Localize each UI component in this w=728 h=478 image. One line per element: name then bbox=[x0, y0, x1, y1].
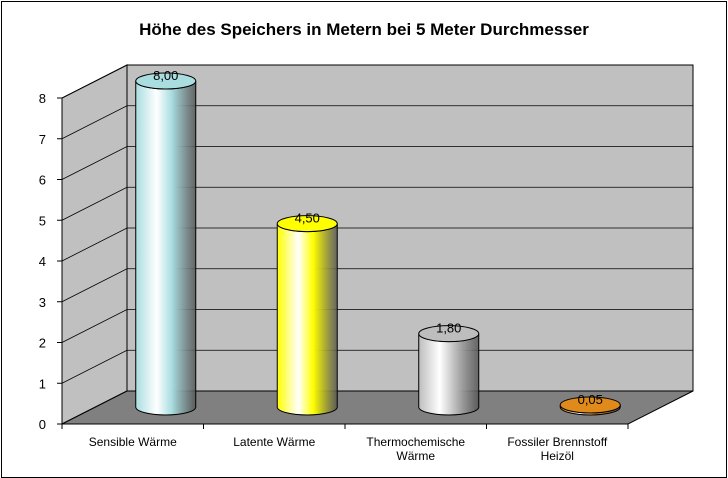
data-label: 4,50 bbox=[295, 211, 320, 226]
bar-top bbox=[418, 325, 480, 343]
data-label: 0,05 bbox=[578, 392, 603, 407]
y-tick-label: 3 bbox=[39, 295, 46, 310]
gridline bbox=[61, 349, 693, 384]
bar bbox=[418, 333, 480, 416]
data-label: 1,80 bbox=[436, 321, 461, 336]
gridline bbox=[61, 268, 693, 303]
bar-top bbox=[559, 396, 621, 414]
bar-top bbox=[276, 215, 338, 233]
gridline bbox=[61, 309, 693, 343]
y-tick-label: 0 bbox=[39, 417, 46, 432]
gridline bbox=[61, 186, 693, 221]
y-tick-label: 4 bbox=[39, 254, 46, 269]
x-category-label: Heizöl bbox=[541, 449, 574, 463]
x-category-label: Wärme bbox=[396, 449, 435, 463]
gridline bbox=[61, 64, 693, 99]
gridline bbox=[61, 227, 693, 262]
gridline bbox=[61, 146, 693, 180]
y-tick-label: 5 bbox=[39, 213, 46, 228]
bar bbox=[276, 223, 338, 416]
data-label: 8,00 bbox=[153, 68, 178, 83]
x-category-label: Fossiler Brennstoff bbox=[507, 435, 607, 449]
y-tick-label: 6 bbox=[39, 173, 46, 188]
y-tick-label: 1 bbox=[39, 376, 46, 391]
y-tick-label: 7 bbox=[39, 132, 46, 147]
x-category-label: Latente Wärme bbox=[233, 435, 315, 449]
bar bbox=[135, 80, 197, 416]
y-tick-label: 2 bbox=[39, 336, 46, 351]
gridline bbox=[61, 105, 693, 140]
x-category-label: Sensible Wärme bbox=[89, 435, 177, 449]
y-tick-label: 8 bbox=[39, 91, 46, 106]
chart-title: Höhe des Speichers in Metern bei 5 Meter… bbox=[139, 20, 589, 39]
bar-top bbox=[135, 72, 197, 90]
x-category-label: Thermochemische bbox=[366, 435, 465, 449]
